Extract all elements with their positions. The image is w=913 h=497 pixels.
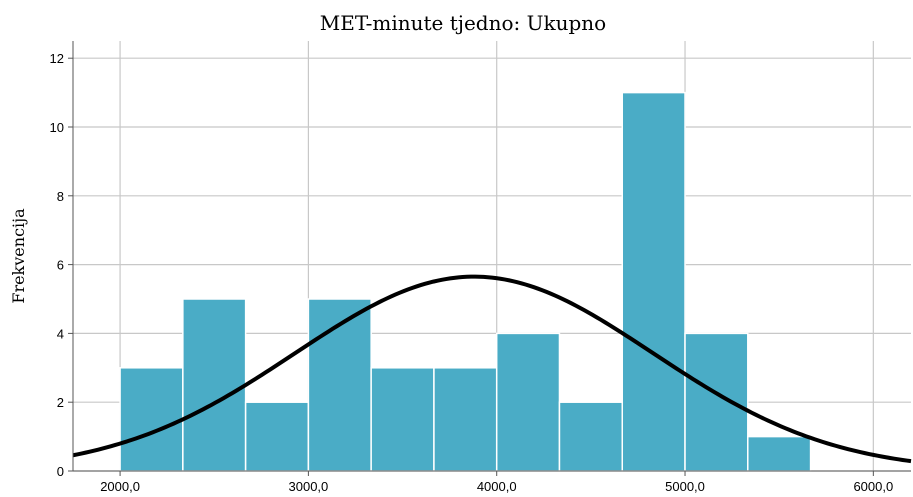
- x-tick-label: 5000,0: [665, 479, 705, 494]
- chart-title: MET-minute tjedno: Ukupno: [320, 11, 606, 35]
- x-tick-label: 6000,0: [853, 479, 893, 494]
- y-tick-label: 10: [50, 120, 64, 135]
- x-tick-label: 4000,0: [477, 479, 517, 494]
- x-tick-label: 3000,0: [289, 479, 329, 494]
- y-tick-label: 2: [57, 395, 64, 410]
- histogram-bar: [621, 91, 686, 472]
- normal-curve-layer: [72, 274, 912, 464]
- tick-labels: 0 2 4 6 8 10 12 2000,0 3000,0 4000,0 5000,0 6000,0: [50, 51, 894, 494]
- histogram-bar: [244, 401, 310, 472]
- histogram-bar: [433, 367, 498, 472]
- histogram-bar: [182, 298, 247, 472]
- axes: [68, 41, 911, 476]
- histogram-bar: [307, 298, 372, 472]
- y-tick-label: 0: [57, 464, 64, 479]
- y-axis-label: Frekvencija: [9, 208, 28, 304]
- histogram-bars: [119, 91, 812, 472]
- y-tick-label: 4: [57, 326, 64, 341]
- histogram-bar: [119, 367, 184, 472]
- normal-curve: [72, 274, 912, 464]
- y-tick-label: 6: [57, 258, 64, 273]
- x-tick-label: 2000,0: [100, 479, 140, 494]
- histogram-bar: [747, 435, 812, 472]
- histogram-bar: [684, 332, 749, 472]
- histogram-bar: [370, 367, 435, 472]
- y-tick-label: 8: [57, 189, 64, 204]
- y-tick-label: 12: [50, 51, 64, 66]
- histogram-bar: [558, 401, 624, 472]
- histogram-bar: [495, 332, 561, 472]
